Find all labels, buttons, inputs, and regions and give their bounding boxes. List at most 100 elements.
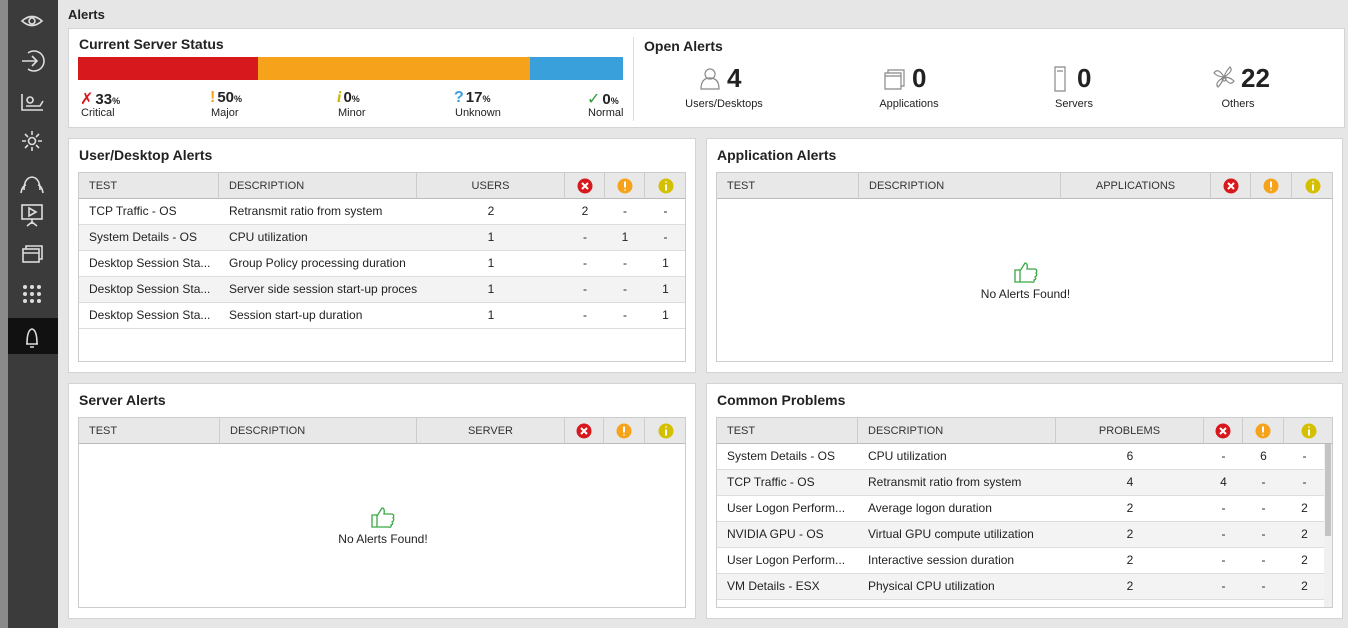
severity-icon — [1223, 178, 1238, 194]
status-bar-segment — [78, 57, 258, 80]
status-panel: Current Server Status Open Alerts ✗ 33% Cr… — [68, 28, 1345, 128]
table-cell: 1 — [662, 256, 669, 270]
severity-icon — [576, 423, 592, 439]
table-cell: Desktop Session Sta... — [89, 282, 211, 296]
status-symbol: ? — [454, 89, 464, 106]
table-row: TCP Traffic - OS Retransmit ratio from sy… — [79, 199, 685, 225]
severity-icon — [616, 423, 632, 439]
table-cell: Physical CPU utilization — [868, 579, 995, 593]
table-row: NVIDIA GPU - OS Virtual GPU compute utili… — [717, 522, 1324, 548]
bell-icon[interactable] — [26, 328, 38, 348]
table-cell: - — [623, 204, 627, 218]
table-header-cell: DESCRIPTION — [859, 173, 1061, 199]
status-unit: % — [482, 94, 491, 104]
hub-icon[interactable] — [27, 136, 37, 146]
windows-icon[interactable] — [22, 248, 40, 263]
status-label: Minor — [338, 107, 366, 119]
status-label: Normal — [588, 107, 624, 119]
alert-panel: Application Alerts TEST DESCRIPTION APPLICA… — [706, 138, 1343, 373]
status-label: Unknown — [455, 107, 501, 119]
table-cell: Desktop Session Sta... — [89, 256, 211, 270]
table-cell: 2 — [1301, 553, 1308, 567]
item-icon — [884, 69, 905, 90]
edge — [0, 0, 8, 628]
table-header-cell — [1211, 173, 1251, 199]
table-header-cell: DESCRIPTION — [858, 418, 1056, 444]
table-header-cell: SERVER — [417, 418, 565, 444]
table-cell: Retransmit ratio from system — [229, 204, 383, 218]
table-header-cell: USERS — [417, 173, 565, 199]
status-symbol: ✓ — [587, 91, 601, 108]
item-icon — [1213, 66, 1235, 88]
table-header-cell: DESCRIPTION — [220, 418, 417, 444]
table-cell: Server side session start-up proces — [229, 282, 417, 296]
table-header-cell — [604, 418, 645, 444]
icon-shape — [371, 507, 395, 528]
status-symbol: ✗ — [80, 91, 94, 108]
table-cell: - — [583, 230, 587, 244]
table-cell: - — [1261, 501, 1266, 515]
scrollbar-thumb[interactable] — [1325, 444, 1331, 536]
icon-glyph — [1226, 182, 1235, 190]
status-percent: 17 — [465, 89, 483, 106]
table-cell: 2 — [1301, 501, 1308, 515]
status-bar-segment — [530, 57, 623, 80]
severity-icon — [617, 178, 632, 194]
table-header-cell — [565, 418, 604, 444]
status-unit: % — [351, 94, 360, 104]
panel-title: Common Problems — [717, 392, 846, 408]
users-icon[interactable] — [20, 176, 44, 194]
table-cell: - — [623, 256, 627, 270]
severity-icon — [1305, 178, 1320, 194]
status-value: ? 17% — [454, 89, 490, 107]
table-header-cell — [1251, 173, 1292, 199]
table-cell: 2 — [1126, 527, 1134, 541]
status-value: ✗ 33% — [80, 89, 120, 109]
table-header-cell: TEST — [717, 418, 858, 444]
severity-icon — [658, 178, 673, 194]
table-header-cell — [645, 173, 685, 199]
status-bar-segment — [257, 57, 531, 80]
table-cell: Session start-up duration — [229, 308, 363, 322]
table-header-cell — [645, 418, 685, 444]
grid-icon[interactable] — [23, 285, 41, 303]
table-cell: CPU utilization — [868, 449, 947, 463]
thumbs-up-icon — [371, 507, 395, 528]
divider — [633, 37, 634, 121]
table-row: Desktop Session Sta... Server side sessio… — [79, 277, 685, 303]
table-cell: - — [583, 308, 587, 322]
alert-panel: Server Alerts TEST DESCRIPTION SERVER No Ale… — [68, 383, 696, 619]
icon-shape — [1213, 66, 1235, 88]
table-cell: 6 — [1260, 449, 1267, 463]
open-alert-label: Applications — [879, 98, 939, 110]
table-cell: - — [583, 256, 587, 270]
status-symbol: ! — [210, 89, 216, 106]
table-cell: TCP Traffic - OS — [89, 204, 177, 218]
table-cell: 1 — [621, 230, 629, 244]
table-row: System Details - OS CPU utilization 1 - 1 - — [79, 225, 685, 251]
icon-shape — [884, 69, 905, 90]
panel-title: Application Alerts — [717, 147, 837, 163]
table-header-cell — [605, 173, 645, 199]
table-row: User Logon Perform... Interactive session… — [717, 548, 1324, 574]
table-cell: - — [1221, 527, 1226, 541]
table-cell: NVIDIA GPU - OS — [727, 527, 824, 541]
table-cell: 2 — [1126, 553, 1134, 567]
presentation-icon[interactable] — [21, 204, 43, 220]
open-alert-count: 0 — [912, 63, 927, 93]
table-cell: Group Policy processing duration — [229, 256, 406, 270]
severity-icon — [1263, 178, 1279, 194]
alert-panel: User/Desktop Alerts TEST DESCRIPTION USERS T… — [68, 138, 696, 373]
table-cell: 1 — [487, 282, 495, 296]
status-value: ! 50% — [210, 89, 242, 107]
eye-icon[interactable] — [20, 15, 44, 27]
status-percent: 50 — [217, 89, 235, 106]
user-desk-icon[interactable] — [21, 94, 44, 111]
table-cell: - — [1261, 475, 1266, 489]
login-icon[interactable] — [22, 50, 45, 72]
open-alert-label: Users/Desktops — [685, 98, 763, 110]
status-symbol: i — [337, 89, 342, 106]
table-cell: Retransmit ratio from system — [868, 475, 1022, 489]
table-header-cell: PROBLEMS — [1056, 418, 1204, 444]
status-unit: % — [234, 94, 243, 104]
